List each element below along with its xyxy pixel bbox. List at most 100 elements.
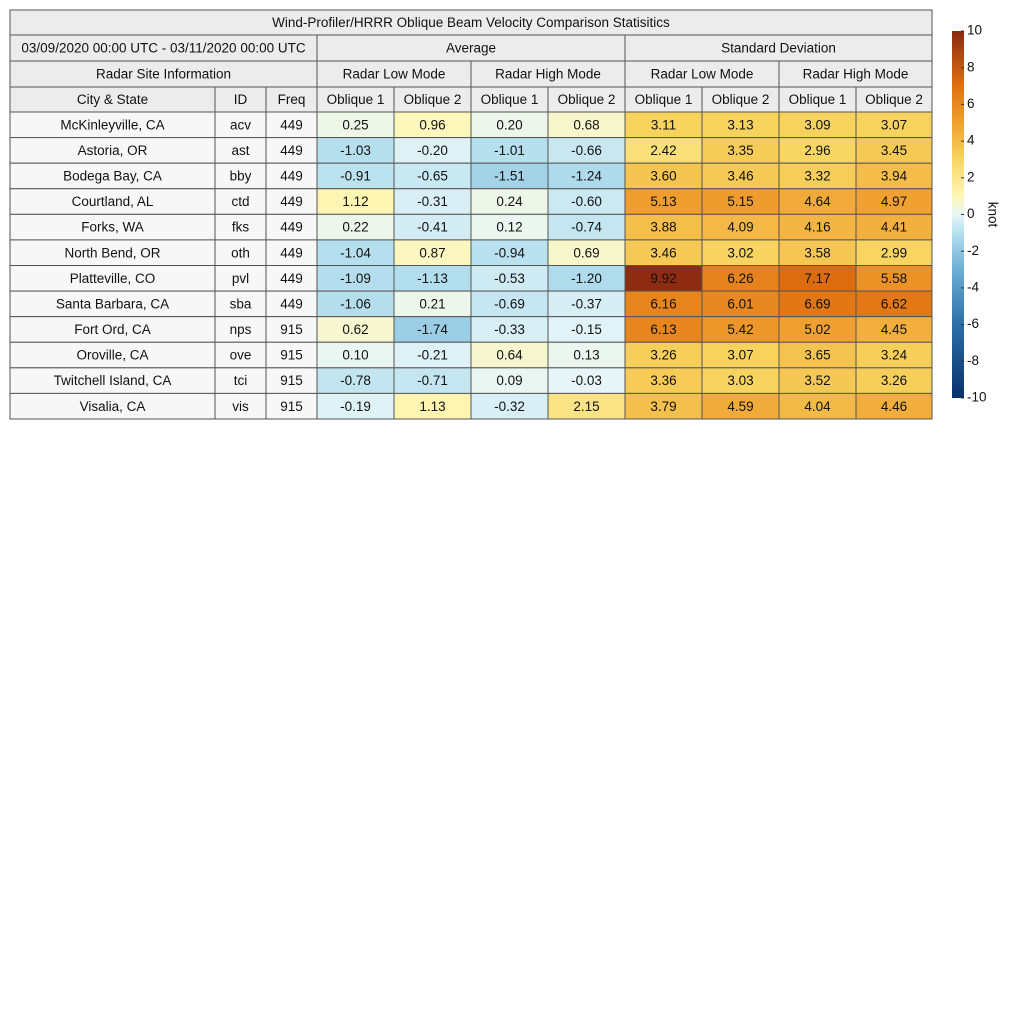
value: -0.41: [417, 220, 448, 235]
value: 7.17: [804, 271, 830, 286]
value: 3.11: [651, 117, 676, 132]
value: -0.03: [571, 373, 602, 388]
value: 3.07: [727, 348, 753, 363]
value: 5.42: [727, 322, 753, 337]
column-header: Oblique 1: [635, 92, 693, 107]
value: 3.13: [727, 117, 753, 132]
frequency-cell: [265, 162, 318, 190]
value-cell: [778, 290, 857, 318]
site-id-cell: [214, 341, 267, 369]
value: -0.33: [494, 322, 525, 337]
frequency: 915: [280, 348, 303, 363]
colorbar-tick-label: 4: [967, 133, 975, 148]
column-header: Oblique 1: [789, 92, 847, 107]
frequency: 915: [280, 399, 303, 414]
value: 3.46: [727, 169, 753, 184]
value-cell: [547, 290, 626, 318]
value-cell: [393, 162, 472, 190]
site-id: pvl: [232, 271, 249, 286]
value: 4.09: [727, 220, 753, 235]
value-cell: [701, 111, 780, 139]
column-header: Oblique 2: [712, 92, 770, 107]
value: 3.07: [881, 117, 907, 132]
value: 2.42: [650, 143, 676, 158]
colorbar-tick-label: 6: [967, 96, 975, 111]
value-cell: [701, 137, 780, 164]
mode-header-cell: [316, 60, 472, 88]
frequency-cell: [265, 213, 318, 241]
frequency: 449: [280, 296, 303, 311]
value: 0.24: [496, 194, 523, 209]
value-cell: [701, 162, 780, 190]
city-cell: [9, 290, 216, 318]
value: 0.09: [496, 373, 522, 388]
column-header-cell: [855, 86, 933, 113]
value: 3.24: [881, 348, 908, 363]
value-cell: [855, 213, 933, 241]
site-id-cell: [214, 213, 267, 241]
value-cell: [547, 316, 626, 343]
site-id-cell: [214, 316, 267, 343]
value-cell: [316, 239, 395, 267]
value-cell: [624, 392, 703, 420]
value-cell: [778, 265, 857, 292]
frequency: 449: [280, 194, 303, 209]
value: -0.66: [571, 143, 602, 158]
value-cell: [778, 392, 857, 420]
value: 3.26: [881, 373, 907, 388]
value: -0.20: [417, 143, 448, 158]
value-cell: [470, 290, 549, 318]
group-header: Average: [446, 41, 496, 56]
column-header-cell: [778, 86, 857, 113]
city-cell: [9, 188, 216, 215]
value: -0.60: [571, 194, 602, 209]
column-header-cell: [393, 86, 472, 113]
value-cell: [855, 111, 933, 139]
value-cell: [316, 367, 395, 394]
value: -0.69: [494, 296, 525, 311]
period-cell: [9, 34, 318, 62]
value: 5.13: [650, 194, 676, 209]
value-cell: [316, 162, 395, 190]
value: 4.59: [727, 399, 753, 414]
value-cell: [778, 341, 857, 369]
value-cell: [470, 239, 549, 267]
value: -0.15: [571, 322, 602, 337]
value: -0.37: [571, 296, 602, 311]
value-cell: [316, 341, 395, 369]
site-id: fks: [232, 220, 250, 235]
value: 9.92: [650, 271, 676, 286]
value-cell: [778, 239, 857, 267]
value: -0.71: [417, 373, 448, 388]
value: 5.15: [727, 194, 753, 209]
mode-header: Radar Low Mode: [343, 67, 446, 82]
value-cell: [624, 367, 703, 394]
frequency: 449: [280, 143, 303, 158]
value-cell: [855, 290, 933, 318]
value-cell: [547, 111, 626, 139]
value: 3.35: [727, 143, 753, 158]
value: -1.06: [340, 296, 371, 311]
value: 6.26: [727, 271, 753, 286]
site-header: Radar Site Information: [96, 67, 231, 82]
value-cell: [624, 290, 703, 318]
column-header: City & State: [77, 92, 148, 107]
column-header-cell: [9, 86, 216, 113]
value-cell: [393, 341, 472, 369]
value: -1.51: [494, 169, 525, 184]
value: -0.94: [494, 245, 525, 260]
value-cell: [855, 137, 933, 164]
city-cell: [9, 239, 216, 267]
value: 3.36: [650, 373, 676, 388]
value-cell: [470, 213, 549, 241]
frequency-cell: [265, 188, 318, 215]
value-cell: [547, 392, 626, 420]
city: Santa Barbara, CA: [56, 296, 169, 311]
value: 3.65: [804, 348, 830, 363]
frequency-cell: [265, 265, 318, 292]
value: 4.41: [881, 220, 907, 235]
value: -1.03: [340, 143, 371, 158]
value: 4.45: [881, 322, 907, 337]
site-id-cell: [214, 239, 267, 267]
